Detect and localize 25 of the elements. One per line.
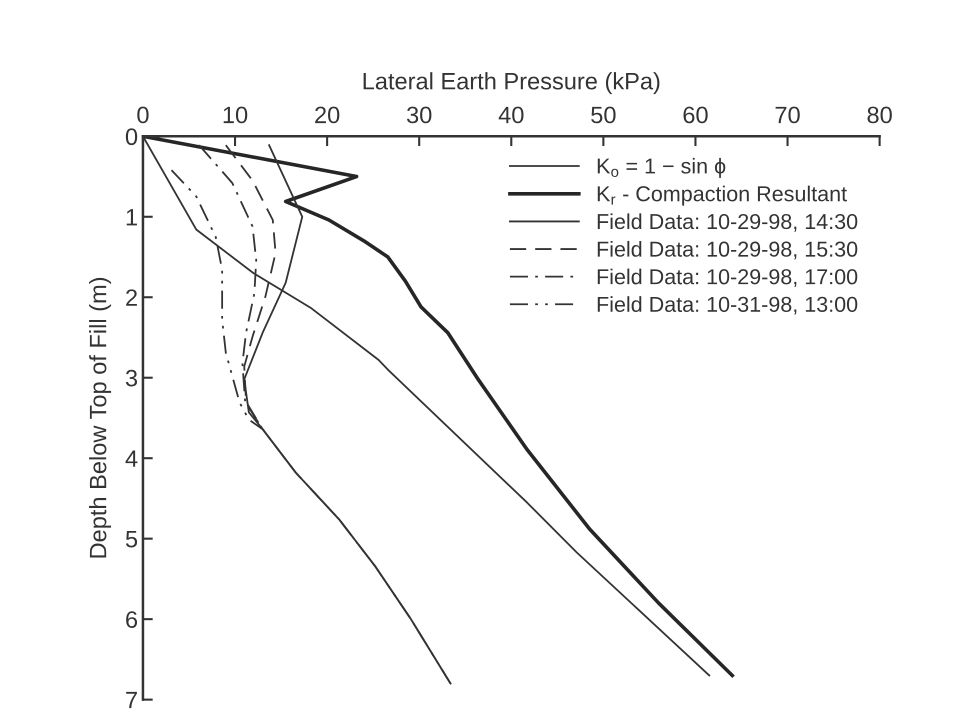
y-tick-label: 3 <box>126 370 138 387</box>
x-tick-label: 0 <box>137 106 149 124</box>
y-axis-title: Depth Below Top of Fill (m) <box>89 278 112 558</box>
legend-label: Field Data: 10-29-98, 15:30 <box>598 240 858 260</box>
legend-label: Field Data: 10-29-98, 17:00 <box>598 268 858 287</box>
legend-label: K$_{o}$ = 1 − sin ϕ <box>598 158 726 178</box>
legend-label: Field Data: 10-29-98, 14:30 <box>598 213 858 232</box>
legend-label: Field Data: 10-31-98, 13:00 <box>598 296 858 315</box>
legend-label: K$_{r}$ - Compaction Resultant <box>598 186 847 206</box>
y-tick-label: 4 <box>126 450 138 467</box>
x-tick-label: 40 <box>498 106 524 124</box>
y-tick-label: 1 <box>126 209 137 226</box>
y-tick-label: 6 <box>126 611 138 628</box>
y-tick-label: 0 <box>126 128 138 146</box>
x-tick-label: 20 <box>315 106 340 124</box>
x-axis-title: Lateral Earth Pressure (kPa) <box>364 72 660 94</box>
x-tick-label: 30 <box>406 106 432 124</box>
x-tick-label: 60 <box>684 106 708 124</box>
y-tick-label: 5 <box>126 530 138 548</box>
x-tick-label: 80 <box>868 106 892 124</box>
x-tick-label: 50 <box>591 106 616 124</box>
x-tick-label: 10 <box>224 106 248 124</box>
y-tick-label: 2 <box>126 289 137 306</box>
x-tick-label: 70 <box>776 106 800 124</box>
y-tick-label: 7 <box>126 692 137 708</box>
